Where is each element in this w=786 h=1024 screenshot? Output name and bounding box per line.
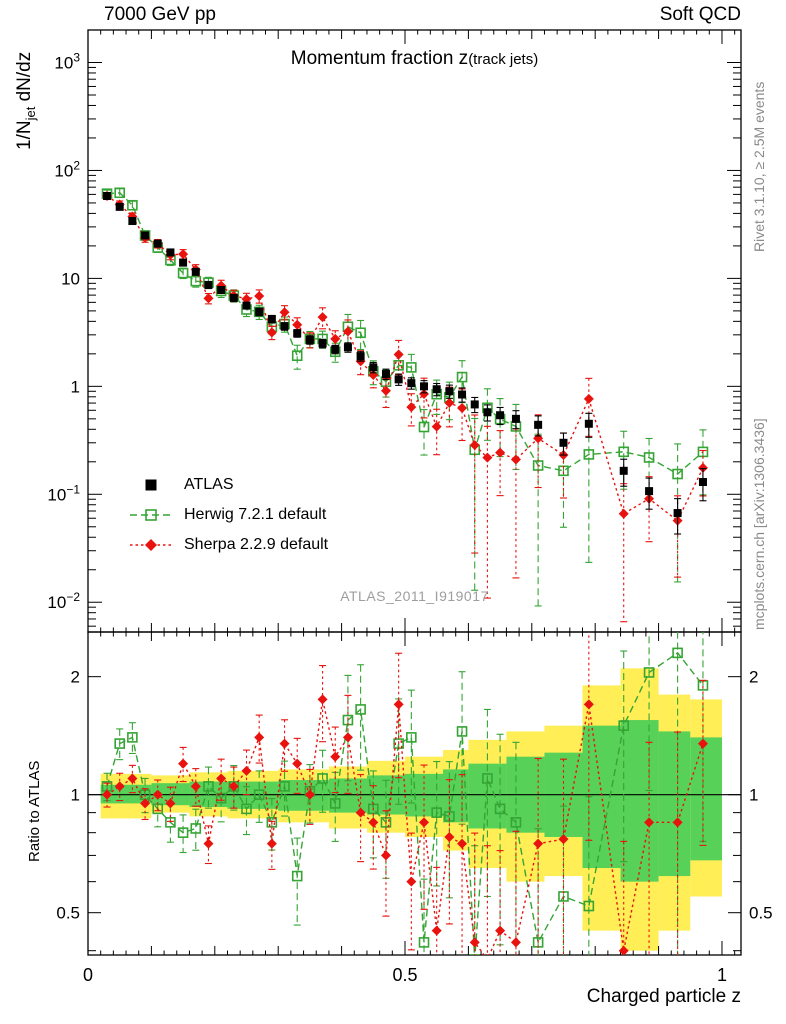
legend-label-atlas: ATLAS [184,476,234,493]
axis-ticks [87,29,741,955]
atlas-marker-glyph [145,479,157,491]
svg-text:0.5: 0.5 [749,904,773,923]
svg-text:2: 2 [71,668,80,687]
main-series-atlas [103,191,707,535]
y-axis-title: 1/Njet dN/dz [14,52,38,150]
svg-text:2: 2 [749,668,758,687]
y-axis-title-sub: jet [22,106,38,121]
y-axis-title-suffix: dN/dz [14,51,35,107]
plot-title-main: Momentum fraction z [290,48,469,69]
svg-text:10: 10 [61,269,80,288]
legend: ATLAS Herwig 7.2.1 default Sherpa 2.2.9 … [128,470,328,560]
plot-title: Momentum fraction z(track jets) [88,48,741,70]
sherpa-marker-glyph [130,539,172,551]
legend-row-atlas: ATLAS [128,470,328,500]
svg-text:102: 102 [54,158,80,180]
svg-text:10−2: 10−2 [47,590,80,612]
herwig-marker-icon [128,505,174,525]
beam-header: 7000 GeV pp [104,4,216,25]
ratio-axis-title: Ratio to ATLAS [26,760,43,862]
ratio-panel-frame [87,631,742,956]
legend-row-herwig: Herwig 7.2.1 default [128,500,328,530]
sherpa-marker-icon [128,535,174,555]
svg-text:0: 0 [83,965,93,985]
svg-text:1: 1 [71,377,80,396]
svg-text:10−1: 10−1 [47,482,80,504]
svg-text:0.5: 0.5 [392,965,417,985]
legend-row-sherpa: Sherpa 2.2.9 default [128,530,328,560]
analysis-watermark: ATLAS_2011_I919017 [340,588,489,604]
mcplots-source-note: mcplots.cern.ch [arXiv:1306.3436] [751,418,767,630]
svg-text:1: 1 [749,786,758,805]
plot-title-paren: (track jets) [468,51,539,68]
herwig-marker-glyph [130,509,172,521]
atlas-marker-icon [128,475,174,495]
rivet-version-note: Rivet 3.1.10, ≥ 2.5M events [751,81,767,252]
x-axis-title: Charged particle z [586,986,741,1007]
svg-text:103: 103 [54,50,80,72]
svg-text:1: 1 [71,786,80,805]
process-header: Soft QCD [659,4,741,25]
main-series-sherpa [102,190,708,623]
legend-label-sherpa: Sherpa 2.2.9 default [184,536,329,553]
y-axis-title-prefix: 1/N [14,120,35,150]
legend-label-herwig: Herwig 7.2.1 default [184,506,327,523]
ratio-series-herwig [101,632,709,955]
svg-text:1: 1 [717,965,727,985]
svg-text:0.5: 0.5 [56,904,80,923]
ratio-series-sherpa [102,632,708,955]
